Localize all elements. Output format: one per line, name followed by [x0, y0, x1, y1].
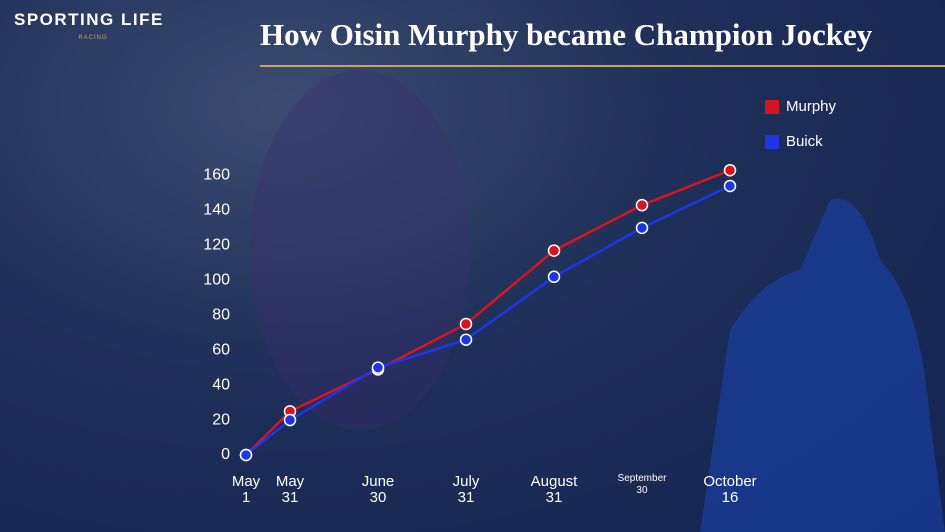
point	[635, 198, 649, 212]
y-tick-label: 0	[221, 446, 230, 463]
y-tick-label: 120	[203, 237, 230, 254]
x-tick-label: August 31	[530, 473, 578, 506]
legend-swatch	[765, 135, 779, 149]
brand-sub: RACING	[78, 35, 107, 41]
y-tick-label: 100	[203, 272, 230, 289]
point	[371, 361, 385, 374]
point	[547, 270, 561, 284]
x-tick-label: June 30	[361, 473, 395, 506]
chart-title: How Oisin Murphy became Champion Jockey	[260, 17, 873, 52]
point	[283, 413, 297, 427]
x-tick-label: May 31	[275, 473, 305, 506]
y-tick-label: 60	[212, 341, 230, 358]
legend-label: Murphy	[786, 98, 837, 115]
point	[459, 317, 473, 331]
point	[459, 333, 473, 346]
x-tick-label: May 1	[231, 473, 261, 506]
point	[239, 448, 253, 462]
y-tick-label: 140	[203, 202, 230, 219]
photo-jockey	[700, 198, 945, 532]
y-tick-label: 40	[212, 376, 230, 393]
legend-label: Buick	[786, 133, 823, 150]
photo-jockey	[250, 70, 470, 430]
legend-swatch	[765, 100, 779, 114]
point	[723, 179, 737, 193]
point	[635, 221, 649, 235]
y-tick-label: 80	[212, 306, 230, 323]
point	[547, 244, 561, 257]
brand-name: SPORTING LIFE	[14, 10, 164, 29]
x-tick-label: October 16	[703, 473, 757, 506]
x-tick-label: July 31	[452, 473, 480, 506]
y-tick-label: 160	[203, 167, 230, 184]
x-tick-label: September 30	[617, 473, 667, 496]
point	[723, 163, 737, 177]
y-tick-label: 20	[212, 411, 230, 428]
